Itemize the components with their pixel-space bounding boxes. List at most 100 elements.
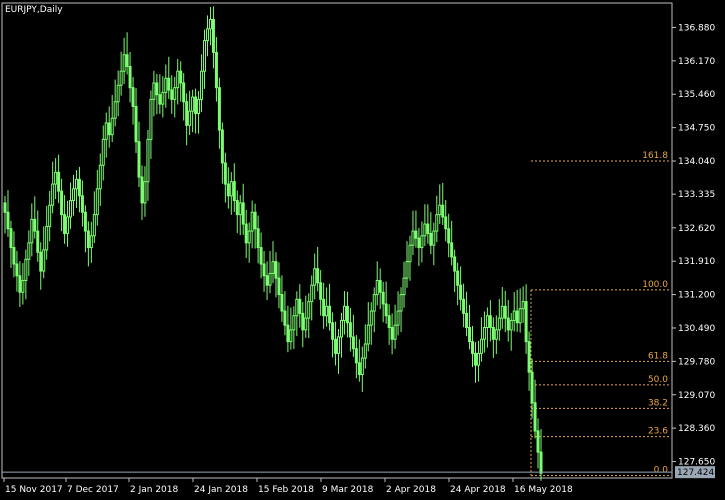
candle xyxy=(441,182,445,226)
candle xyxy=(471,325,475,368)
candle xyxy=(226,167,230,209)
candle xyxy=(298,284,302,328)
candles xyxy=(3,6,543,481)
candle xyxy=(146,129,150,201)
y-tick-label: 132.620 xyxy=(678,224,715,234)
chart-frame xyxy=(1,2,673,479)
candle xyxy=(465,291,469,337)
fib-level-label: 161.8 xyxy=(642,151,668,161)
candle xyxy=(393,304,397,349)
candle xyxy=(39,242,43,290)
candle xyxy=(18,261,22,307)
chart-title: EURJPY,Daily xyxy=(5,5,63,15)
candle xyxy=(271,241,275,284)
candle xyxy=(384,281,388,324)
candle xyxy=(149,90,153,159)
candle xyxy=(6,190,10,237)
candle xyxy=(30,203,34,257)
fib-level-label: 38.2 xyxy=(648,398,668,408)
candle xyxy=(119,51,123,96)
candle xyxy=(292,306,296,349)
candle xyxy=(15,250,19,292)
candle xyxy=(402,261,406,308)
candle xyxy=(155,73,159,115)
candle xyxy=(92,191,96,244)
fibonacci-levels: 161.8 100.0 61.8 50.0 38.2 23.6 0.0 xyxy=(530,151,670,477)
candle xyxy=(21,263,25,305)
candle xyxy=(128,51,132,103)
candle xyxy=(497,299,501,341)
candle xyxy=(328,283,332,331)
candle xyxy=(506,299,510,342)
candle xyxy=(164,64,168,108)
candle xyxy=(12,231,16,278)
candle xyxy=(533,379,537,439)
candle xyxy=(113,79,117,127)
candle xyxy=(381,281,385,323)
candle xyxy=(509,313,513,351)
candle xyxy=(259,232,263,279)
y-tick-label: 136.880 xyxy=(678,23,715,33)
fib-level-label: 61.8 xyxy=(648,351,668,361)
candle xyxy=(390,313,394,355)
candle xyxy=(491,317,495,358)
candle xyxy=(459,266,463,311)
candle xyxy=(429,212,433,255)
candle xyxy=(42,226,46,279)
candle xyxy=(503,290,507,333)
candle xyxy=(45,205,49,260)
candle xyxy=(137,121,141,187)
candle xyxy=(176,59,180,105)
candle xyxy=(71,174,75,216)
candle xyxy=(485,307,489,348)
candle xyxy=(521,286,525,323)
fib-level-label: 50.0 xyxy=(648,375,668,385)
candle xyxy=(304,295,308,338)
candle xyxy=(9,220,13,268)
candle xyxy=(515,289,519,332)
candle xyxy=(313,253,317,300)
candle xyxy=(232,163,236,212)
candle xyxy=(351,314,355,357)
fib-level-label: 0.0 xyxy=(654,466,669,476)
candle xyxy=(200,54,204,113)
y-tick-label: 136.170 xyxy=(678,57,715,67)
candle xyxy=(369,302,373,345)
candle xyxy=(203,29,207,89)
candle xyxy=(268,251,272,294)
current-price-label: 127.424 xyxy=(677,468,714,478)
candle xyxy=(360,346,364,392)
candle xyxy=(48,190,52,242)
candle xyxy=(182,73,186,121)
x-tick-label: 7 Dec 2017 xyxy=(67,485,119,495)
candle xyxy=(354,335,358,379)
candle xyxy=(447,213,451,258)
candle xyxy=(152,70,156,117)
candle xyxy=(235,190,239,234)
candle xyxy=(322,282,326,329)
candle xyxy=(536,418,540,469)
x-tick-label: 9 Mar 2018 xyxy=(322,485,374,495)
candle xyxy=(214,36,218,102)
candle xyxy=(488,300,492,342)
candle xyxy=(69,182,73,229)
candle xyxy=(86,221,90,267)
candle xyxy=(479,317,483,362)
candle xyxy=(173,76,177,118)
candle xyxy=(411,210,415,255)
y-tick-label: 129.070 xyxy=(678,391,715,401)
candle xyxy=(444,200,448,242)
candle xyxy=(438,184,442,225)
candle xyxy=(191,89,195,133)
candle xyxy=(205,15,209,57)
candle xyxy=(283,291,287,336)
candle xyxy=(426,204,430,244)
candle xyxy=(363,324,367,369)
candle xyxy=(348,308,352,352)
candle xyxy=(518,288,522,333)
y-tick-label: 135.460 xyxy=(678,90,715,100)
candle xyxy=(110,95,114,142)
candle xyxy=(408,235,412,281)
candle xyxy=(197,91,201,134)
